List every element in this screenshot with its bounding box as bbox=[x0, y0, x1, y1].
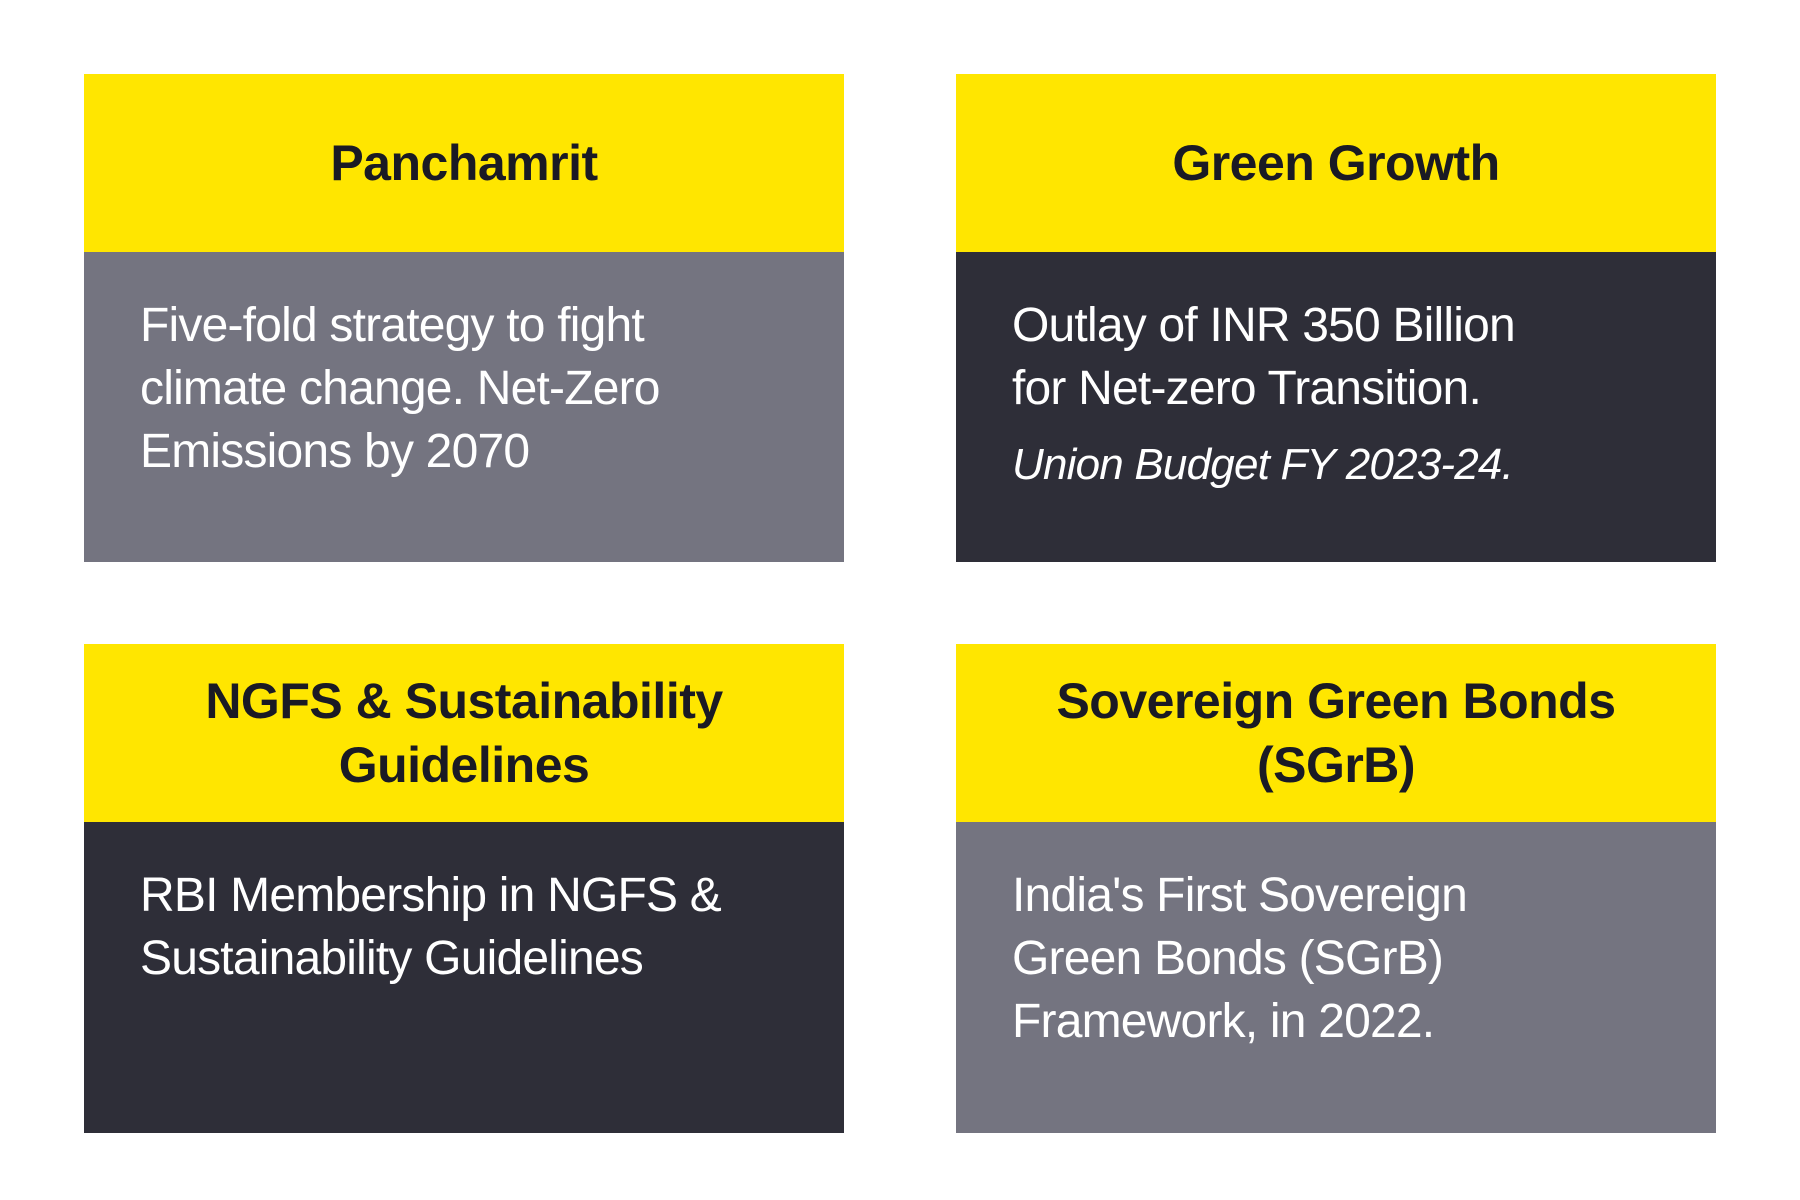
body-text-line: Outlay of INR 350 Billion bbox=[1012, 299, 1516, 352]
card-title: Sovereign Green Bonds bbox=[1056, 673, 1616, 729]
body-text-line: climate change. Net-Zero bbox=[140, 362, 661, 415]
card-title: NGFS & Sustainability bbox=[205, 673, 723, 729]
card-panchamrit-header: Panchamrit bbox=[84, 74, 844, 252]
card-ngfs-guidelines-body: RBI Membership in NGFS & Sustainability … bbox=[84, 822, 844, 1133]
card-sovereign-green-bonds: Sovereign Green Bonds (SGrB) India's Fir… bbox=[956, 644, 1716, 1133]
body-text-line: Green Bonds (SGrB) bbox=[1012, 932, 1444, 985]
body-text-line: India's First Sovereign bbox=[1012, 869, 1468, 922]
body-text-line: Five-fold strategy to fight bbox=[140, 299, 645, 352]
card-title: (SGrB) bbox=[1256, 737, 1416, 793]
card-panchamrit-body: Five-fold strategy to fight climate chan… bbox=[84, 252, 844, 562]
card-panchamrit: Panchamrit Five-fold strategy to fight c… bbox=[84, 74, 844, 562]
card-green-growth-header: Green Growth bbox=[956, 74, 1716, 252]
card-title: Guidelines bbox=[338, 737, 590, 793]
card-ngfs-guidelines: NGFS & Sustainability Guidelines RBI Mem… bbox=[84, 644, 844, 1133]
card-sovereign-green-bonds-body: India's First Sovereign Green Bonds (SGr… bbox=[956, 822, 1716, 1133]
budget-note: Union Budget FY 2023-24. bbox=[1012, 440, 1514, 489]
card-green-growth: Green Growth Outlay of INR 350 Billion f… bbox=[956, 74, 1716, 562]
card-ngfs-guidelines-header: NGFS & Sustainability Guidelines bbox=[84, 644, 844, 822]
body-text-line: Framework, in 2022. bbox=[1012, 995, 1435, 1048]
body-text-line: Emissions by 2070 bbox=[140, 425, 530, 478]
card-sovereign-green-bonds-header: Sovereign Green Bonds (SGrB) bbox=[956, 644, 1716, 822]
body-text-line: Sustainability Guidelines bbox=[140, 932, 644, 985]
card-title: Green Growth bbox=[1172, 135, 1500, 191]
body-text-line: RBI Membership in NGFS & bbox=[140, 869, 722, 922]
body-text-line: for Net-zero Transition. bbox=[1012, 362, 1482, 415]
card-title: Panchamrit bbox=[330, 135, 598, 191]
card-green-growth-body: Outlay of INR 350 Billion for Net-zero T… bbox=[956, 252, 1716, 562]
